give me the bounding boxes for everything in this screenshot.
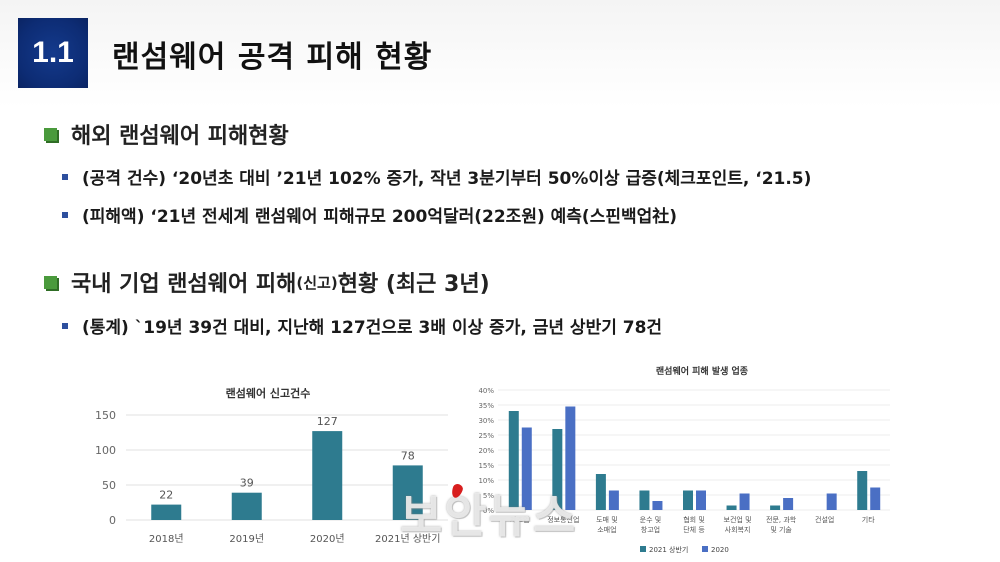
page-title: 랜섬웨어 공격 피해 현황 — [112, 40, 433, 75]
data-label: 127 — [317, 415, 338, 428]
legend-label: 2020 — [711, 546, 729, 554]
x-tick-label: 제조업 — [510, 516, 529, 524]
section1-bullet-2: (피해액) ‘21년 전세계 랜섬웨어 피해규모 200억달러(22조원) 예측… — [62, 202, 677, 227]
green-square-bullet-icon — [44, 127, 57, 141]
section2-heading: 국내 기업 랜섬웨어 피해 (신고) 현황 (최근 3년) — [44, 266, 490, 298]
bar-series2 — [652, 501, 663, 510]
x-tick-label-line2: 소매업 — [597, 526, 616, 534]
square-bullet-icon — [62, 173, 68, 180]
bar — [151, 504, 182, 520]
watermark: 보안뉴스 — [400, 489, 578, 543]
data-label: 22 — [159, 489, 173, 502]
legend-swatch — [640, 546, 646, 552]
bar-series1 — [508, 411, 519, 510]
bar-series1 — [595, 474, 606, 510]
bar-series1 — [857, 471, 868, 510]
bar-series2 — [870, 487, 881, 510]
square-bullet-icon — [62, 211, 68, 218]
bar — [231, 492, 262, 520]
x-tick-label: 전문, 과학 — [766, 515, 797, 524]
legend-label: 2021 상반기 — [649, 545, 688, 554]
x-tick-label: 기타 — [862, 515, 875, 524]
x-tick-label: 2020년 — [310, 533, 345, 545]
y-tick-label: 35% — [478, 402, 494, 410]
x-tick-label: 보건업 및 — [724, 515, 752, 524]
square-bullet-icon — [62, 322, 68, 329]
x-tick-label: 운수 및 — [640, 516, 662, 524]
section2-heading-main: 국내 기업 랜섬웨어 피해 — [71, 272, 297, 297]
data-label: 78 — [401, 449, 415, 462]
bar — [312, 431, 343, 520]
y-tick-label: 5% — [483, 492, 494, 500]
bar-series2 — [565, 406, 576, 510]
x-tick-label-line2: 단체 등 — [683, 525, 705, 534]
section1-bullet-1: (공격 건수) ‘20년초 대비 ’21년 102% 증가, 작년 3분기부터 … — [62, 164, 811, 189]
y-tick-label: 0% — [483, 507, 494, 515]
x-tick-label-line2: 사회복지 — [725, 525, 751, 534]
bar-series2 — [696, 490, 706, 510]
bar — [392, 465, 423, 520]
section-number-badge: 1.1 — [18, 18, 88, 88]
y-tick-label: 25% — [478, 432, 494, 440]
bar-series1 — [726, 505, 737, 510]
chart-title: 랜섬웨어 피해 발생 업종 — [656, 365, 748, 377]
y-tick-label: 0 — [109, 514, 116, 527]
bar-series1 — [770, 505, 781, 510]
y-tick-label: 15% — [478, 462, 494, 470]
x-tick-label: 건설업 — [815, 515, 834, 524]
bar-series1 — [552, 429, 563, 510]
y-tick-label: 20% — [478, 447, 494, 455]
chart-title: 랜섬웨어 신고건수 — [226, 386, 311, 400]
x-tick-label: 협회 및 — [683, 515, 705, 524]
section2-heading-small: (신고) — [296, 273, 338, 292]
bar-series1 — [683, 490, 693, 510]
y-tick-label: 30% — [478, 417, 494, 425]
data-label: 39 — [240, 477, 254, 490]
bar-series2 — [826, 493, 837, 510]
y-tick-label: 40% — [478, 387, 494, 395]
green-square-bullet-icon — [44, 275, 57, 289]
x-tick-label: 2018년 — [149, 533, 184, 545]
ransomware-reports-chart: 랜섬웨어 신고건수 0 50 100 150 22 2018년 39 2019년 127 2020년… — [95, 386, 448, 545]
section2-bullet-1-text: (통계) `19년 39건 대비, 지난해 127건으로 3배 이상 증가, 금… — [82, 318, 663, 338]
x-tick-label: 도매 및 — [596, 516, 618, 524]
bar-series2 — [608, 490, 619, 510]
x-tick-label: 2021년 상반기 — [375, 533, 440, 545]
x-tick-label-line2: 및 기술 — [770, 525, 792, 534]
section2-bullet-1: (통계) `19년 39건 대비, 지난해 127건으로 3배 이상 증가, 금… — [62, 313, 662, 338]
bar-series2 — [783, 498, 794, 510]
ransomware-industry-chart: 랜섬웨어 피해 발생 업종 0% 5% 10% 15% 20% 25% 30% 35% 40% 제조… — [478, 365, 890, 554]
section1-bullet-1-text: (공격 건수) ‘20년초 대비 ’21년 102% 증가, 작년 3분기부터 … — [82, 169, 812, 189]
bar-series2 — [521, 427, 532, 510]
x-tick-label-line2: 창고업 — [641, 526, 660, 534]
x-tick-label: 정보통신업 — [547, 515, 579, 524]
section1-heading: 해외 랜섬웨어 피해현황 — [44, 118, 289, 150]
section1-bullet-2-text: (피해액) ‘21년 전세계 랜섬웨어 피해규모 200억달러(22조원) 예측… — [82, 207, 678, 227]
x-tick-label: 2019년 — [229, 533, 264, 545]
y-tick-label: 50 — [102, 479, 116, 492]
section2-heading-tail: 현황 (최근 3년) — [337, 272, 490, 297]
bar-series1 — [639, 490, 650, 510]
y-tick-label: 100 — [95, 444, 116, 457]
header-band — [0, 0, 1000, 108]
section1-heading-text: 해외 랜섬웨어 피해현황 — [71, 124, 289, 149]
legend-swatch — [702, 546, 708, 552]
y-tick-label: 150 — [95, 409, 116, 422]
y-tick-label: 10% — [478, 477, 494, 485]
bar-series2 — [739, 493, 750, 510]
